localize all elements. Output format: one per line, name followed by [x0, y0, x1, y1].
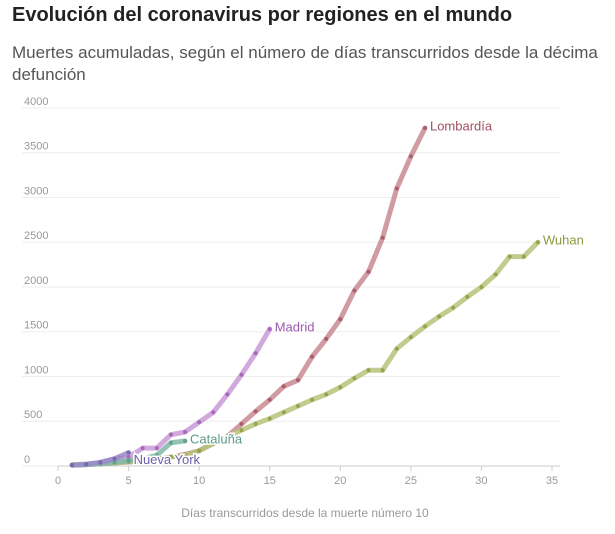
- data-point: [239, 372, 244, 377]
- y-tick-label: 4000: [24, 96, 48, 108]
- data-point: [380, 235, 385, 240]
- y-tick-label: 500: [24, 409, 42, 421]
- data-point: [310, 354, 315, 359]
- series-line: [69, 125, 428, 468]
- data-point: [479, 285, 484, 289]
- data-point: [408, 154, 413, 159]
- data-point: [366, 368, 371, 373]
- data-point: [281, 384, 286, 389]
- data-point: [84, 462, 89, 467]
- data-point: [394, 346, 399, 351]
- data-point: [70, 463, 75, 468]
- data-point: [451, 305, 456, 310]
- x-tick-label: 35: [546, 475, 558, 487]
- y-tick-label: 3500: [24, 141, 48, 153]
- data-point: [239, 421, 244, 426]
- data-point: [253, 409, 258, 414]
- data-point: [140, 446, 145, 451]
- data-point: [338, 385, 343, 390]
- series-label: Cataluña: [190, 431, 243, 446]
- data-point: [465, 294, 470, 299]
- data-point: [239, 428, 244, 433]
- y-tick-label: 1500: [24, 320, 48, 332]
- data-point: [197, 448, 202, 453]
- series-label: Wuhan: [543, 233, 584, 248]
- data-point: [394, 186, 399, 191]
- data-point: [281, 410, 286, 415]
- data-point: [295, 404, 300, 409]
- y-tick-label: 3000: [24, 185, 48, 197]
- data-point: [324, 336, 329, 341]
- data-point: [422, 126, 427, 131]
- series-label: Lombardía: [430, 118, 493, 133]
- data-point: [253, 351, 258, 356]
- series-label: Nueva York: [134, 452, 201, 467]
- data-point: [197, 420, 202, 425]
- data-point: [112, 456, 117, 461]
- data-point: [98, 460, 103, 465]
- x-tick-label: 25: [405, 475, 417, 487]
- y-tick-label: 2000: [24, 275, 48, 287]
- data-point: [225, 392, 230, 397]
- data-point: [168, 432, 173, 437]
- series-line: [69, 239, 541, 468]
- data-point: [211, 410, 216, 415]
- chart-subtitle: Muertes acumuladas, según el número de d…: [12, 43, 598, 84]
- data-point: [168, 455, 173, 460]
- data-point: [154, 453, 159, 458]
- data-point: [535, 240, 540, 245]
- data-point: [183, 453, 188, 458]
- y-tick-label: 2500: [24, 230, 48, 242]
- data-point: [437, 314, 442, 319]
- data-point: [154, 446, 159, 451]
- x-tick-label: 30: [475, 475, 487, 487]
- data-point: [352, 376, 357, 381]
- data-point: [422, 324, 427, 329]
- data-point: [352, 288, 357, 293]
- data-point: [380, 368, 385, 373]
- data-point: [310, 397, 315, 402]
- x-axis-label: Días transcurridos desde la muerte númer…: [181, 506, 429, 520]
- data-point: [366, 269, 371, 274]
- data-point: [183, 429, 188, 434]
- data-point: [211, 441, 216, 446]
- data-point: [493, 272, 498, 277]
- y-tick-label: 0: [24, 454, 30, 466]
- data-point: [253, 421, 258, 426]
- x-tick-label: 5: [126, 475, 132, 487]
- chart-title: Evolución del coronavirus por regiones e…: [12, 4, 513, 26]
- y-tick-label: 1000: [24, 364, 48, 376]
- series-label: Madrid: [275, 320, 315, 335]
- data-point: [521, 254, 526, 259]
- data-point: [168, 440, 173, 445]
- x-tick-label: 10: [193, 475, 205, 487]
- data-point: [324, 392, 329, 397]
- data-point: [126, 450, 131, 455]
- data-point: [140, 456, 145, 461]
- x-tick-label: 20: [334, 475, 346, 487]
- x-tick-label: 0: [55, 475, 61, 487]
- data-point: [295, 378, 300, 383]
- data-point: [338, 317, 343, 322]
- data-point: [408, 335, 413, 340]
- data-point: [507, 254, 512, 259]
- data-point: [225, 434, 230, 439]
- data-point: [183, 438, 188, 443]
- data-point: [267, 416, 272, 421]
- data-point: [126, 458, 131, 463]
- data-point: [267, 397, 272, 402]
- x-tick-label: 15: [264, 475, 276, 487]
- data-point: [267, 327, 272, 332]
